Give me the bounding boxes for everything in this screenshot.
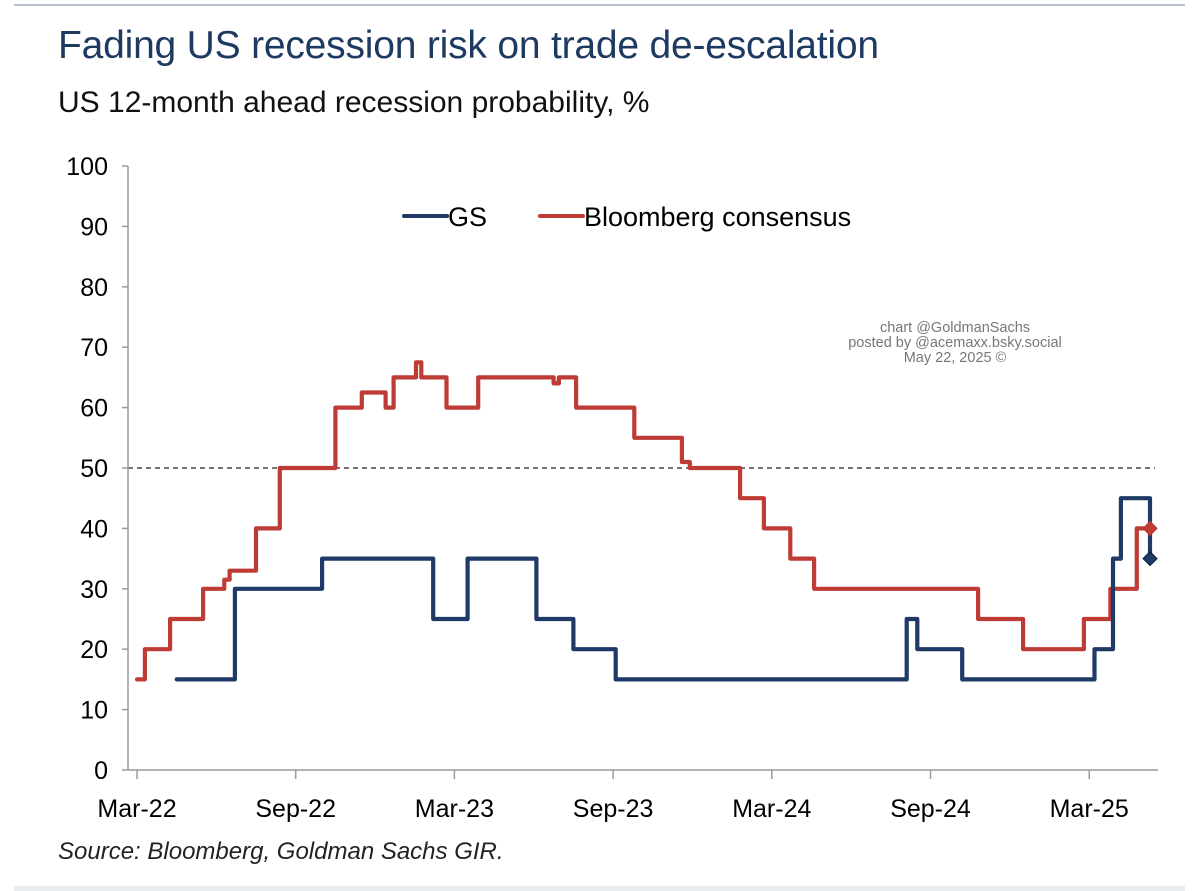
legend-label-gs: GS xyxy=(448,202,487,232)
y-tick-label: 30 xyxy=(80,576,108,604)
series-line-gs xyxy=(174,496,1153,682)
x-tick-label: Mar-24 xyxy=(732,795,811,823)
chart-subtitle: US 12-month ahead recession probability,… xyxy=(58,86,650,119)
x-tick-label: Mar-25 xyxy=(1050,795,1129,823)
x-tick-label: Sep-23 xyxy=(573,795,654,823)
y-tick-label: 40 xyxy=(80,515,108,543)
y-tick-label: 60 xyxy=(80,395,108,423)
x-tick-label: Sep-22 xyxy=(255,795,336,823)
legend: GS Bloomberg consensus xyxy=(402,202,851,232)
end-marker-bloomberg-consensus xyxy=(1142,520,1158,537)
y-tick-label: 100 xyxy=(66,153,108,181)
bottom-divider xyxy=(14,886,1185,891)
x-tick-label: Mar-23 xyxy=(415,795,494,823)
y-tick-label: 70 xyxy=(80,334,108,362)
series-layer xyxy=(134,360,1158,682)
top-divider xyxy=(14,4,1185,6)
watermark-line: chart @GoldmanSachs xyxy=(880,320,1030,336)
x-tick-label: Sep-24 xyxy=(890,795,971,823)
axes: 0 10 20 30 40 50 60 70 80 90 100 Mar-22 Sep-22 Mar-23… xyxy=(66,153,1158,823)
y-tick-label: 50 xyxy=(80,455,108,483)
y-tick-label: 80 xyxy=(80,274,108,302)
legend-label-bloomberg-consensus: Bloomberg consensus xyxy=(584,202,851,232)
chart-title: Fading US recession risk on trade de-esc… xyxy=(58,24,879,67)
y-tick-label: 10 xyxy=(80,697,108,725)
x-tick-label: Mar-22 xyxy=(97,795,176,823)
y-tick-label: 0 xyxy=(94,757,108,785)
y-tick-label: 90 xyxy=(80,213,108,241)
watermark-line: posted by @acemaxx.bsky.social xyxy=(848,335,1062,351)
end-marker-gs xyxy=(1142,550,1158,567)
watermark-line: May 22, 2025 © xyxy=(904,350,1007,366)
series-line-bloomberg-consensus xyxy=(134,360,1153,682)
source-note: Source: Bloomberg, Goldman Sachs GIR. xyxy=(58,838,504,865)
y-tick-label: 20 xyxy=(80,636,108,664)
